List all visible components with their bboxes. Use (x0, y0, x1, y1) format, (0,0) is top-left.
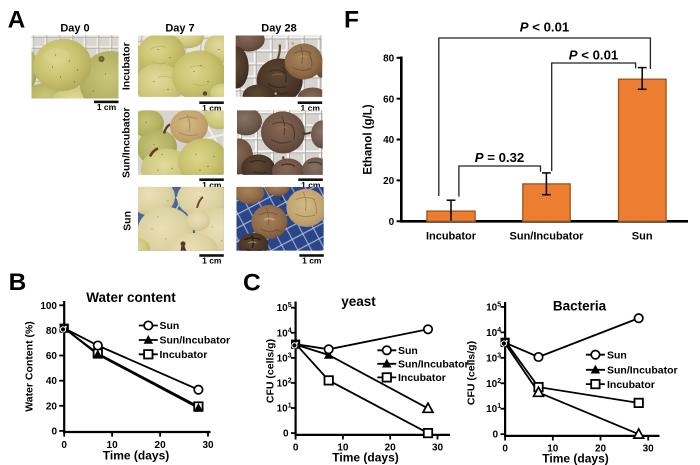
svg-text:20: 20 (155, 440, 167, 451)
svg-text:Incubator: Incubator (426, 230, 477, 242)
svg-text:A: A (8, 6, 26, 33)
svg-text:30: 30 (432, 442, 444, 453)
svg-text:20: 20 (595, 443, 607, 454)
svg-text:1 cm: 1 cm (202, 180, 222, 190)
svg-text:Incubator: Incubator (398, 372, 446, 384)
svg-text:1 cm: 1 cm (302, 256, 322, 266)
svg-text:P = 0.32: P = 0.32 (475, 150, 525, 165)
svg-text:yeast: yeast (341, 294, 376, 309)
svg-text:0: 0 (293, 442, 299, 453)
svg-text:30: 30 (643, 443, 655, 454)
svg-text:10: 10 (337, 442, 349, 453)
svg-text:CFU (cells/g): CFU (cells/g) (265, 339, 277, 403)
svg-text:Sun: Sun (122, 211, 134, 231)
svg-text:1 cm: 1 cm (301, 180, 321, 190)
svg-text:Day 28: Day 28 (261, 23, 296, 35)
svg-text:Water Content (%): Water Content (%) (24, 321, 36, 412)
svg-text:0: 0 (389, 217, 395, 228)
svg-text:Sun: Sun (632, 230, 653, 242)
svg-text:Sun/Incubator: Sun/Incubator (510, 230, 585, 242)
svg-text:0: 0 (51, 426, 57, 437)
svg-text:Water content: Water content (86, 290, 176, 305)
svg-text:C: C (243, 269, 261, 296)
svg-text:Ethanol (g/L): Ethanol (g/L) (363, 104, 375, 174)
svg-text:Sun: Sun (160, 320, 180, 332)
svg-text:F: F (344, 6, 359, 33)
svg-text:1 cm: 1 cm (202, 103, 222, 113)
svg-text:20: 20 (385, 442, 397, 453)
svg-text:Time (days): Time (days) (103, 448, 169, 462)
svg-text:Sun/Incubator: Sun/Incubator (160, 335, 231, 347)
svg-text:40: 40 (46, 376, 58, 387)
svg-text:80: 80 (46, 326, 58, 337)
svg-text:Day 0: Day 0 (60, 23, 89, 35)
svg-text:40: 40 (383, 135, 395, 146)
svg-text:1 cm: 1 cm (301, 103, 321, 113)
svg-text:80: 80 (383, 53, 395, 64)
svg-text:100: 100 (40, 301, 57, 312)
svg-text:Sun: Sun (398, 345, 418, 357)
svg-text:B: B (9, 269, 27, 296)
svg-text:0: 0 (493, 430, 499, 441)
svg-text:10: 10 (547, 443, 559, 454)
svg-text:0: 0 (283, 429, 289, 440)
svg-text:Day 7: Day 7 (165, 23, 194, 35)
svg-text:P < 0.01: P < 0.01 (569, 48, 619, 63)
svg-text:0: 0 (61, 440, 67, 451)
svg-text:Sun/Incubator: Sun/Incubator (398, 359, 469, 371)
svg-text:Bacteria: Bacteria (553, 299, 607, 314)
svg-text:CFU (cells/g): CFU (cells/g) (466, 341, 478, 405)
svg-text:Incubator: Incubator (160, 349, 208, 361)
svg-text:Time (days): Time (days) (332, 450, 398, 464)
svg-text:P < 0.01: P < 0.01 (520, 20, 570, 35)
svg-text:Time (days): Time (days) (542, 451, 608, 465)
svg-text:60: 60 (46, 351, 58, 362)
svg-text:1 cm: 1 cm (97, 102, 117, 112)
svg-text:Sun: Sun (607, 349, 627, 361)
svg-text:1 cm: 1 cm (202, 256, 222, 266)
svg-text:60: 60 (383, 94, 395, 105)
svg-text:Sun/Incubator: Sun/Incubator (121, 107, 133, 178)
svg-text:30: 30 (202, 440, 214, 451)
svg-text:Incubator: Incubator (607, 379, 655, 391)
svg-text:Sun/Incubator: Sun/Incubator (607, 365, 678, 377)
svg-text:20: 20 (46, 401, 58, 412)
svg-text:Incubator: Incubator (121, 42, 133, 90)
svg-text:20: 20 (383, 176, 395, 187)
svg-text:0: 0 (502, 443, 508, 454)
svg-text:10: 10 (107, 440, 119, 451)
